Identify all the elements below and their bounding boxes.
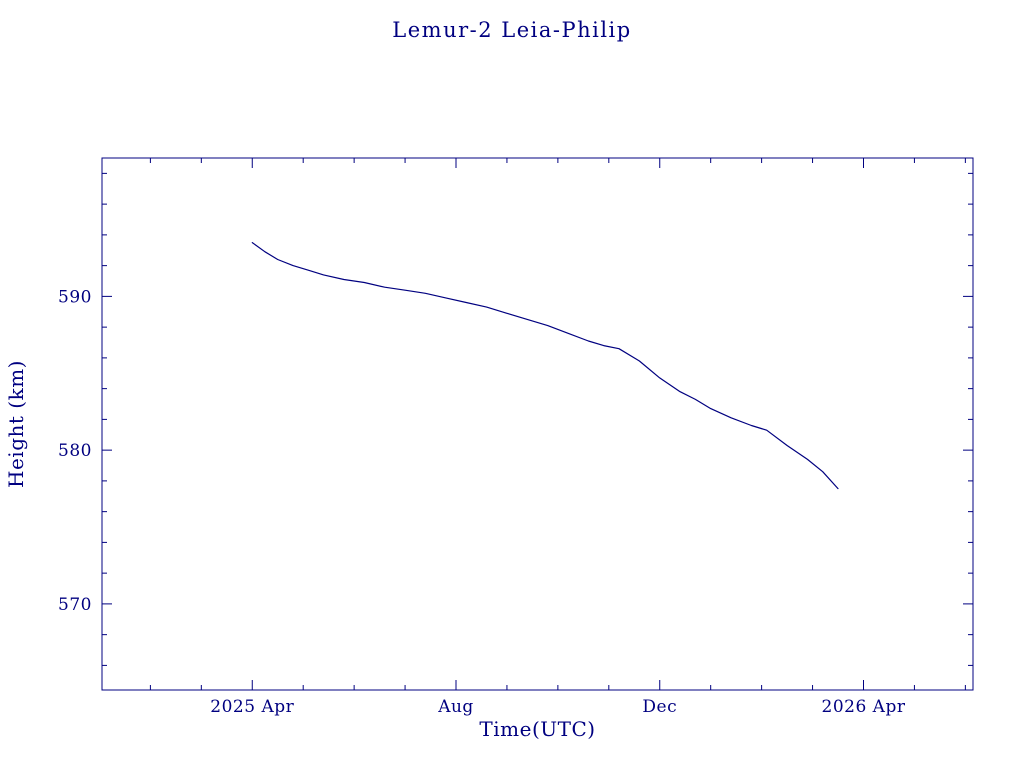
y-tick-label: 570 [58, 595, 92, 615]
x-tick-label: Dec [642, 697, 677, 717]
x-tick-label: 2026 Apr [822, 697, 906, 717]
data-line-orbit-height-km [251, 242, 839, 490]
chart-title: Lemur-2 Leia-Philip [392, 18, 632, 42]
x-axis-label: Time(UTC) [479, 717, 596, 741]
y-axis-label: Height (km) [4, 360, 28, 488]
x-tick-label: 2025 Apr [210, 697, 294, 717]
y-tick-label: 580 [58, 441, 92, 461]
plot-frame [101, 157, 974, 691]
x-tick-label: Aug [437, 697, 474, 717]
y-tick-label: 590 [58, 287, 92, 307]
